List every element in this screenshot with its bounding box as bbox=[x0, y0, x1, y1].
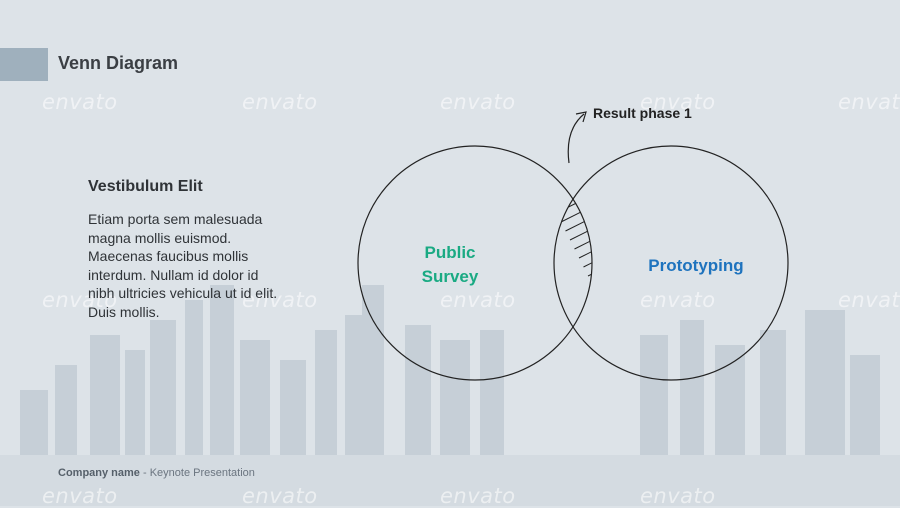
watermark-text: envato bbox=[42, 484, 118, 508]
left-circle-label-line2: Survey bbox=[422, 267, 479, 286]
watermark-text: envato bbox=[838, 288, 900, 312]
hatch-line bbox=[647, 333, 767, 393]
hatch-line bbox=[554, 146, 592, 187]
watermark-text: envato bbox=[42, 90, 118, 114]
hatch-line bbox=[593, 225, 713, 285]
hatch-line bbox=[574, 188, 592, 250]
right-circle-label: Prototyping bbox=[648, 256, 743, 275]
hatch-line bbox=[476, 0, 596, 51]
hatch-line bbox=[615, 270, 735, 330]
hatch-line bbox=[494, 27, 614, 87]
watermark-text: envato bbox=[640, 484, 716, 508]
footer-separator: - bbox=[139, 467, 150, 479]
hatch-line bbox=[485, 9, 605, 69]
subheading: Vestibulum Elit bbox=[88, 178, 203, 195]
footer-presentation: Keynote Presentation bbox=[149, 467, 255, 479]
watermark-text: envato bbox=[42, 288, 118, 312]
hatch-line bbox=[578, 197, 592, 259]
watermark-text: envato bbox=[440, 288, 516, 312]
watermark-text: envato bbox=[242, 288, 318, 312]
hatch-line bbox=[498, 36, 618, 96]
arrow-head-icon bbox=[575, 111, 587, 123]
text-block: Vestibulum Elit Etiam porta sem malesuad… bbox=[88, 178, 288, 321]
watermark-text: envato bbox=[242, 484, 318, 508]
hatch-line bbox=[638, 315, 758, 375]
intersection-label: Result phase 1 bbox=[593, 105, 692, 121]
hatch-line bbox=[554, 146, 592, 178]
title-accent-bar bbox=[0, 48, 48, 81]
left-circle bbox=[357, 145, 593, 381]
hatch-line bbox=[458, 0, 578, 15]
watermark-text: envato bbox=[440, 484, 516, 508]
hatch-line bbox=[560, 161, 592, 223]
watermark-text: envato bbox=[242, 90, 318, 114]
hatch-line bbox=[633, 306, 753, 366]
right-circle bbox=[553, 145, 789, 381]
hatch-line bbox=[471, 0, 591, 42]
hatch-line bbox=[556, 152, 592, 214]
footer: Company name - Keynote Presentation bbox=[58, 467, 255, 479]
footer-company: Company name bbox=[58, 467, 140, 479]
page-title: Venn Diagram bbox=[58, 53, 179, 73]
hatch-line bbox=[629, 297, 749, 357]
hatch-line bbox=[467, 0, 587, 33]
watermark-text: envato bbox=[640, 90, 716, 114]
hatch-line bbox=[462, 0, 582, 24]
hatch-line bbox=[565, 170, 592, 232]
hatch-line bbox=[503, 45, 623, 105]
watermark-text: envato bbox=[440, 90, 516, 114]
hatch-line bbox=[489, 18, 609, 78]
left-circle-label-line1: Public bbox=[424, 243, 475, 262]
arrow-curve bbox=[567, 113, 585, 164]
watermark-text: envato bbox=[640, 288, 716, 312]
hatch-line bbox=[624, 288, 744, 348]
body-paragraph: Etiam porta sem malesuada magna mollis e… bbox=[88, 211, 278, 320]
watermark-text: envato bbox=[838, 90, 900, 114]
hatch-line bbox=[620, 279, 740, 339]
hatch-line bbox=[480, 0, 600, 60]
hatch-line bbox=[453, 0, 573, 6]
